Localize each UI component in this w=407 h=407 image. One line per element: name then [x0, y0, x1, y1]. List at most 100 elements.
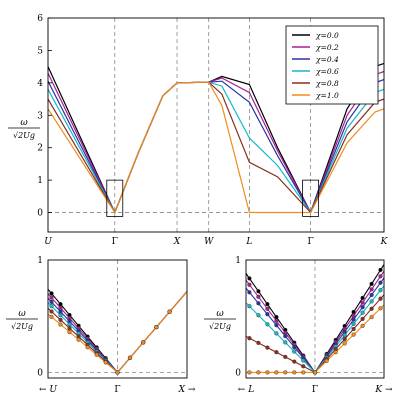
zoom-left-plot: 0 1 ← U Γ X → ω √2Ug [6, 256, 196, 395]
y-tick-label: 1 [37, 176, 43, 186]
data-point [265, 322, 270, 327]
data-point [378, 267, 383, 272]
data-point [265, 302, 270, 307]
data-point [58, 313, 63, 318]
plot-frame [245, 259, 385, 379]
x-tick-label: Γ [307, 237, 313, 247]
data-point [58, 317, 63, 322]
data-point [292, 345, 297, 350]
series-line [245, 270, 385, 374]
x-tick-label: ← L [238, 385, 254, 395]
data-point [256, 301, 261, 306]
data-point [103, 360, 108, 365]
ylabel-denominator: √2Ug [11, 322, 33, 331]
data-point [265, 370, 270, 375]
data-point [85, 345, 90, 350]
y-tick-label: 0 [37, 209, 43, 219]
data-point [256, 289, 261, 294]
data-point [115, 370, 120, 375]
data-point [292, 359, 297, 364]
data-point [369, 287, 374, 292]
legend-label: χ=0.4 [315, 55, 339, 64]
data-point [369, 281, 374, 286]
data-point [312, 370, 318, 375]
data-point [274, 350, 279, 355]
data-point [247, 282, 252, 287]
data-point [369, 299, 374, 304]
main-dispersion-plot: 0 1 2 3 4 5 6 U Γ X W L Γ Kω √2Ug χ=0.0 χ=0.2 χ=0.4 χ=0.6 χ… [8, 14, 389, 247]
zoom-region-box [106, 179, 124, 217]
x-tick-label: K [380, 237, 389, 247]
ylabel-numerator: ω [20, 118, 28, 128]
data-point [247, 290, 252, 295]
data-point [256, 313, 261, 318]
data-point [369, 306, 374, 311]
data-point [283, 370, 288, 375]
x-tick-label: Γ [312, 385, 318, 395]
x-tick-label: U [44, 237, 52, 247]
legend-label: χ=0.0 [315, 31, 339, 40]
data-point [351, 321, 356, 326]
data-point [351, 326, 356, 332]
y-tick-label: 1 [235, 256, 241, 266]
x-tick-label: L [245, 237, 252, 247]
legend-label: χ=0.2 [315, 43, 339, 52]
data-point [301, 364, 306, 369]
data-point [274, 314, 279, 320]
data-point [94, 352, 99, 357]
data-point [342, 341, 347, 346]
data-point [378, 280, 383, 285]
data-point [351, 332, 356, 337]
data-point [301, 370, 306, 375]
data-point [256, 294, 261, 299]
data-point [292, 370, 297, 375]
data-point [360, 295, 365, 300]
legend-label: χ=0.8 [315, 79, 339, 88]
ylabel-numerator: ω [216, 309, 224, 319]
y-tick-label: 4 [37, 79, 43, 89]
data-point [292, 349, 297, 354]
series-line [47, 81, 385, 214]
x-tick-label: Γ [112, 237, 118, 247]
y-tick-label: 3 [37, 111, 43, 121]
data-point [247, 276, 252, 281]
y-tick-label: 5 [37, 46, 43, 56]
data-point [360, 300, 365, 305]
y-tick-label: 6 [37, 14, 43, 24]
data-point [378, 306, 383, 311]
data-point [154, 325, 159, 330]
y-tick-label: 0 [235, 368, 241, 378]
x-tick-label: K → [374, 385, 393, 395]
data-point [256, 340, 261, 345]
data-point [247, 370, 252, 375]
data-point [274, 318, 279, 323]
data-point [274, 370, 279, 375]
data-point [167, 309, 172, 314]
data-point [360, 323, 365, 328]
data-point [378, 296, 383, 301]
data-point [351, 317, 356, 322]
x-tick-label: ← U [39, 385, 57, 395]
x-tick-label: X [173, 237, 181, 247]
ylabel-denominator: √2Ug [209, 322, 231, 331]
data-point [378, 288, 383, 293]
data-point [360, 305, 365, 310]
data-point [369, 292, 374, 298]
data-point [49, 299, 54, 304]
data-point [283, 354, 288, 359]
y-tick-label: 0 [37, 368, 43, 378]
legend-label: χ=1.0 [315, 91, 339, 100]
data-point [324, 358, 329, 363]
data-point [301, 358, 306, 363]
plot-frame [47, 259, 188, 379]
x-tick-label: Γ [114, 385, 120, 395]
data-point [369, 315, 374, 320]
data-point [342, 336, 347, 342]
data-point [49, 304, 54, 309]
data-point [265, 306, 270, 311]
ylabel-denominator: √2Ug [13, 131, 35, 140]
data-point [360, 310, 365, 315]
x-tick-label: X → [178, 385, 196, 395]
data-point [265, 312, 270, 317]
data-point [67, 322, 72, 327]
